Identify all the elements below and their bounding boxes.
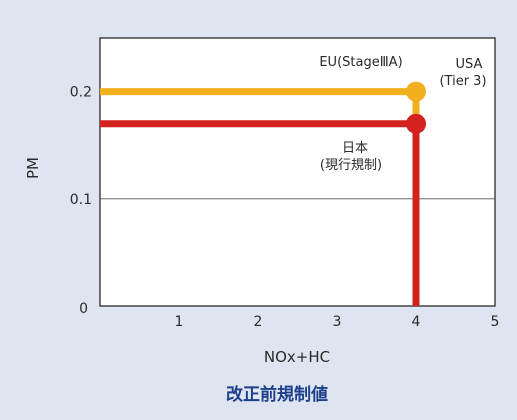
y-axis-label: PM	[24, 157, 42, 179]
eu-stage-label: EU(StageⅢA)	[319, 55, 402, 70]
japan-limit-point	[406, 113, 426, 134]
y-tick-label: 0.1	[70, 192, 92, 208]
japan-label: 日本	[342, 141, 368, 156]
x-axis-label: NOx+HC	[264, 348, 330, 366]
usa-label: USA	[456, 57, 483, 72]
x-tick-label: 4	[412, 314, 421, 330]
x-tick-label: 5	[491, 314, 500, 330]
chart-caption: 改正前規制値	[226, 384, 328, 405]
eu-usa-limit-point	[406, 81, 426, 102]
ticks-layer: 1 2 3 4 5 0 0.1 0.2	[70, 85, 500, 330]
usa-tier-label: (Tier 3)	[439, 74, 486, 89]
y-tick-label: 0.2	[70, 85, 92, 101]
x-tick-label: 1	[175, 314, 184, 330]
x-origin-label: 0	[79, 301, 88, 317]
series-layer	[100, 81, 426, 306]
plot-area	[99, 37, 496, 307]
japan-current-label: (現行規制)	[320, 158, 382, 173]
x-tick-label: 3	[333, 314, 342, 330]
x-tick-label: 2	[254, 314, 263, 330]
